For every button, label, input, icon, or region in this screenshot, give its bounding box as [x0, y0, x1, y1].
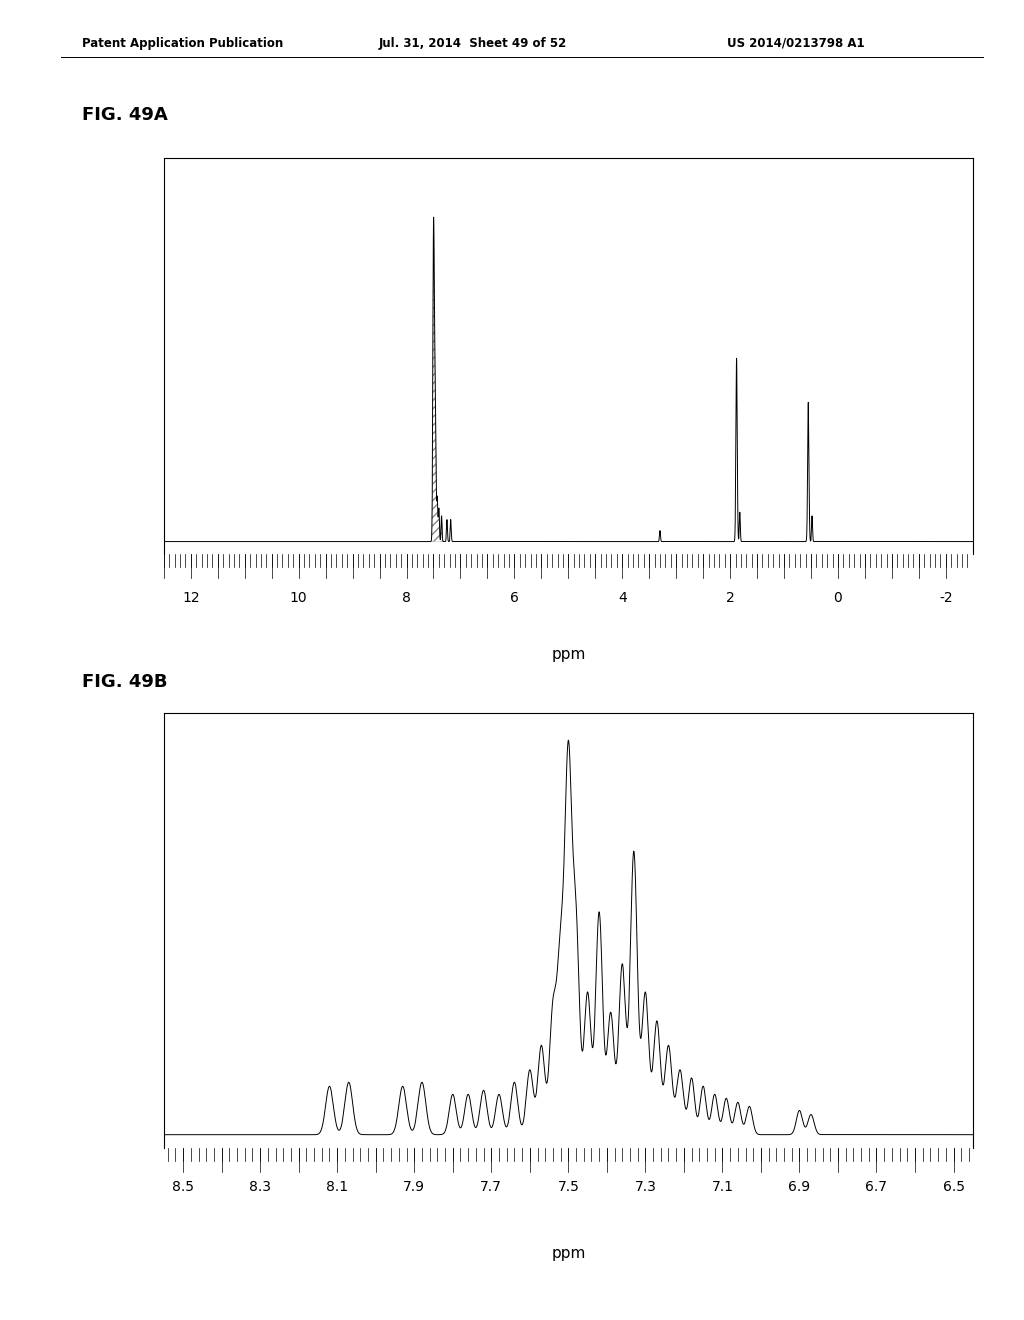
Text: 6.9: 6.9: [788, 1180, 811, 1195]
Text: 8.3: 8.3: [249, 1180, 271, 1195]
Text: -2: -2: [939, 591, 952, 605]
Text: ppm: ppm: [551, 1246, 586, 1261]
Text: US 2014/0213798 A1: US 2014/0213798 A1: [727, 37, 864, 50]
Text: FIG. 49A: FIG. 49A: [82, 106, 168, 124]
Text: 7.9: 7.9: [403, 1180, 425, 1195]
Text: 6.5: 6.5: [942, 1180, 965, 1195]
Text: Jul. 31, 2014  Sheet 49 of 52: Jul. 31, 2014 Sheet 49 of 52: [379, 37, 567, 50]
Text: 6: 6: [510, 591, 519, 605]
Text: 7.3: 7.3: [635, 1180, 656, 1195]
Text: 12: 12: [182, 591, 200, 605]
Text: ppm: ppm: [551, 647, 586, 661]
Text: 4: 4: [617, 591, 627, 605]
Text: 8: 8: [402, 591, 411, 605]
Text: 8.5: 8.5: [172, 1180, 195, 1195]
Text: 10: 10: [290, 591, 307, 605]
Text: 6.7: 6.7: [865, 1180, 888, 1195]
Text: FIG. 49B: FIG. 49B: [82, 673, 167, 692]
Text: Patent Application Publication: Patent Application Publication: [82, 37, 284, 50]
Text: 7.5: 7.5: [557, 1180, 580, 1195]
Text: 8.1: 8.1: [326, 1180, 348, 1195]
Text: 7.1: 7.1: [712, 1180, 733, 1195]
Text: 0: 0: [834, 591, 843, 605]
Text: 7.7: 7.7: [480, 1180, 502, 1195]
Text: 2: 2: [726, 591, 734, 605]
